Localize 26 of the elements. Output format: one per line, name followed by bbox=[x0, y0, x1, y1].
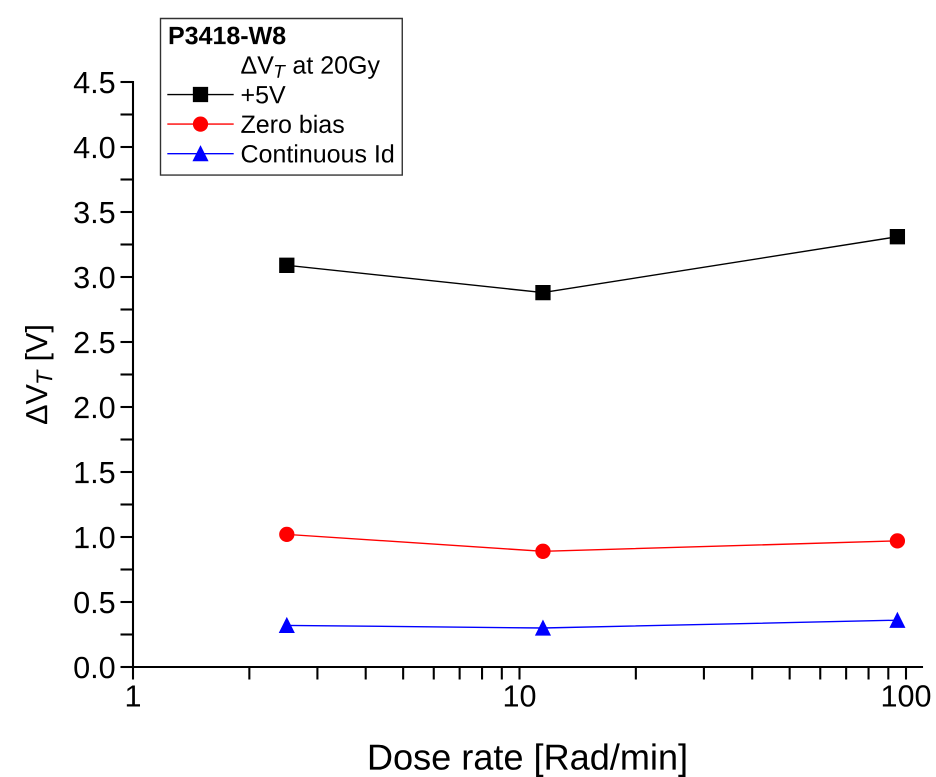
x-tick-label: 100 bbox=[882, 685, 930, 707]
y-tick-label: 0.5 bbox=[74, 592, 114, 614]
point bbox=[279, 526, 294, 542]
x-tick-label: 1 bbox=[126, 685, 140, 707]
x-tick-label: 10 bbox=[504, 685, 536, 707]
point bbox=[279, 258, 294, 273]
legend-title: P3418-W8 bbox=[170, 26, 286, 44]
y-axis-title: ΔV$_{T}$ [V] bbox=[25, 326, 54, 424]
y-tick-label: 2.0 bbox=[74, 396, 114, 418]
point bbox=[890, 229, 906, 244]
y-tick-label: 3.0 bbox=[74, 266, 114, 288]
legend-label: Zero bias bbox=[241, 114, 344, 134]
y-tick-label: 2.5 bbox=[74, 332, 114, 354]
point bbox=[890, 533, 906, 549]
y-tick-label: 4.5 bbox=[74, 72, 114, 94]
point bbox=[279, 618, 294, 634]
legend-label: +5V bbox=[242, 86, 286, 104]
y-tick-label: 3.5 bbox=[74, 202, 114, 224]
y-tick-label: 0.0 bbox=[74, 656, 114, 678]
x-axis-title: Dose rate [Rad/min] bbox=[370, 743, 686, 777]
legend-label: Continuous Id bbox=[242, 144, 394, 163]
y-tick-label: 1.5 bbox=[75, 462, 114, 484]
point bbox=[890, 612, 906, 628]
text: ΔV$_{T}$ at 20Gy bbox=[241, 56, 380, 79]
y-tick-label: 4.0 bbox=[74, 136, 114, 158]
y-tick-label: 1.0 bbox=[75, 526, 114, 548]
